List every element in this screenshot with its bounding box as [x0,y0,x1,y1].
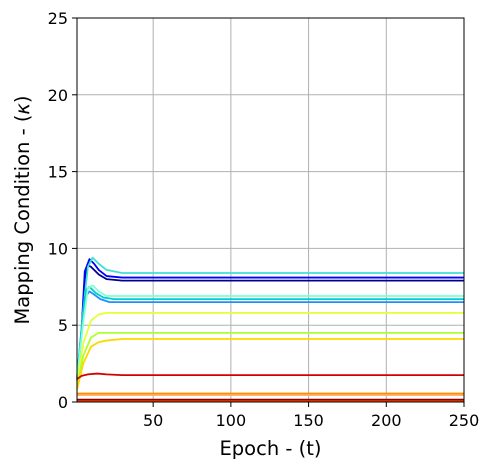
x-tick-label-3: 200 [371,411,402,430]
y-tick-label-4: 20 [48,86,68,105]
x-tick-label-0: 50 [143,411,163,430]
x-tick-label-2: 150 [293,411,324,430]
y-tick-label-2: 10 [48,239,68,258]
y-tick-label-1: 5 [58,316,68,335]
y-tick-label-0: 0 [58,393,68,412]
x-tick-label-1: 100 [216,411,247,430]
y-axis-label-suffix: ) [11,95,34,103]
x-axis: 50 100 150 200 250 [143,402,479,430]
x-tick-label-4: 250 [449,411,480,430]
series-line-8 [76,338,464,390]
y-axis: 0 5 10 15 20 25 [48,9,77,412]
series-line-6 [76,312,464,384]
y-axis-label-symbol: κ [11,103,34,115]
y-axis-label-prefix: Mapping Condition - ( [11,115,34,325]
plot-area [77,18,464,402]
series-line-7 [76,331,464,387]
plot-frame [76,17,465,403]
y-axis-label: Mapping Condition - (κ) [11,95,34,324]
y-tick-label-3: 15 [48,163,68,182]
x-axis-label: Epoch - (t) [219,437,321,460]
y-tick-label-5: 25 [48,9,68,28]
series-layer [76,256,464,403]
series-line-9 [76,372,464,380]
series-line-5 [76,284,464,380]
